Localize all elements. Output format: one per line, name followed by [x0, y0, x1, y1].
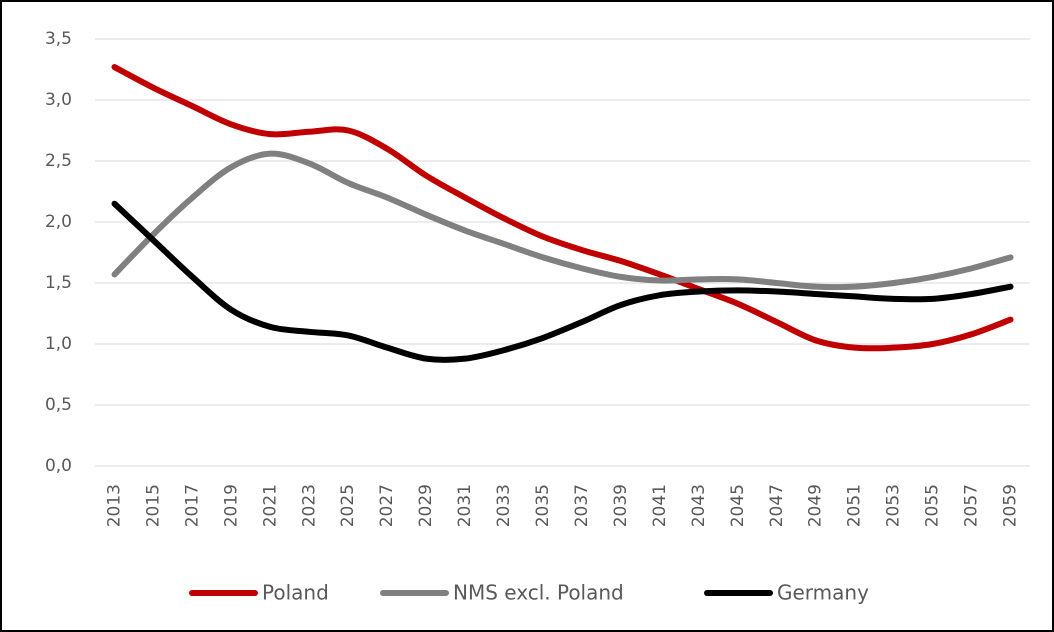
y-tick-label: 2,5: [45, 151, 72, 171]
x-tick-label: 2021: [260, 484, 280, 527]
x-tick-label: 2033: [494, 484, 514, 527]
x-tick-label: 2041: [650, 484, 670, 527]
x-tick-label: 2029: [416, 484, 436, 527]
y-tick-label: 1,0: [45, 334, 72, 354]
x-tick-label: 2053: [884, 484, 904, 527]
series-line: [111, 200, 1014, 363]
legend-label: NMS excl. Poland: [453, 581, 624, 605]
series-line: [111, 64, 1014, 352]
y-tick-label: 2,0: [45, 212, 72, 232]
y-tick-label: 0,0: [45, 456, 72, 476]
x-tick-label: 2051: [845, 484, 865, 527]
y-tick-label: 0,5: [45, 395, 72, 415]
x-tick-label: 2015: [143, 484, 163, 527]
x-tick-label: 2059: [1001, 484, 1021, 527]
x-tick-label: 2013: [104, 484, 124, 527]
x-tick-label: 2017: [182, 484, 202, 527]
legend-label: Poland: [262, 581, 329, 605]
series-line: [111, 150, 1014, 291]
legend-label: Germany: [777, 581, 869, 605]
x-tick-label: 2055: [923, 484, 943, 527]
x-tick-label: 2043: [689, 484, 709, 527]
x-tick-label: 2045: [728, 484, 748, 527]
x-tick-label: 2019: [221, 484, 241, 527]
x-tick-label: 2047: [767, 484, 787, 527]
x-tick-label: 2035: [533, 484, 553, 527]
x-tick-label: 2031: [455, 484, 475, 527]
x-tick-label: 2027: [377, 484, 397, 527]
x-tick-label: 2049: [806, 484, 826, 527]
x-tick-label: 2039: [611, 484, 631, 527]
x-tick-label: 2023: [299, 484, 319, 527]
x-tick-label: 2057: [962, 484, 982, 527]
y-tick-label: 3,5: [45, 29, 72, 49]
y-tick-label: 3,0: [45, 90, 72, 110]
x-tick-label: 2025: [338, 484, 358, 527]
y-tick-label: 1,5: [45, 273, 72, 293]
x-tick-label: 2037: [572, 484, 592, 527]
